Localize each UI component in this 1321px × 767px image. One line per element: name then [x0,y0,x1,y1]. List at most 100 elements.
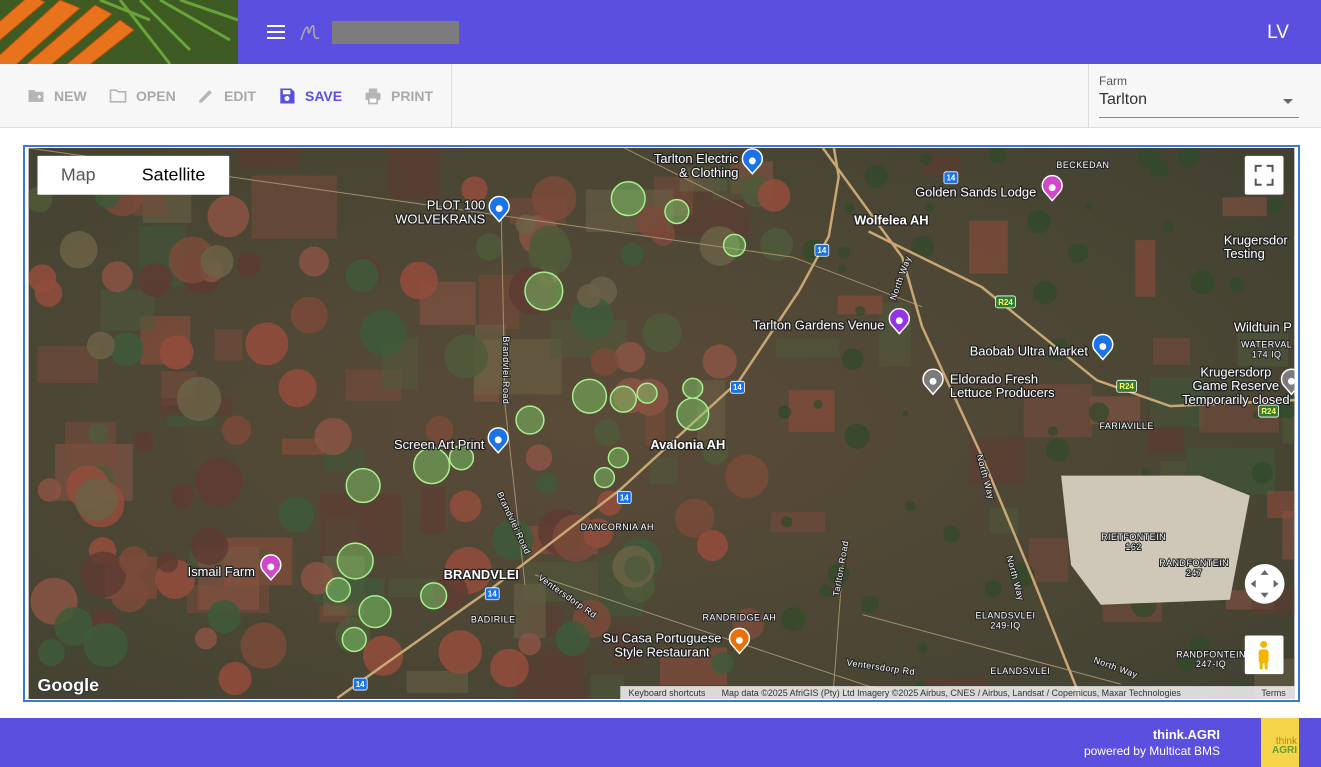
pivot-field [492,518,534,561]
field [1153,337,1191,365]
vegetation [1017,344,1025,353]
route-shield [1116,379,1137,393]
pivot-field [236,253,261,278]
pivot-field [59,230,98,269]
field [611,625,639,665]
pivot-field [438,630,482,674]
pivot-field [88,422,109,444]
map-label: Krugersdorp [1200,364,1271,379]
menu-icon[interactable] [266,22,286,42]
pivot-field [675,498,715,538]
vegetation [837,265,847,274]
map-label: FARIAVILLE [1099,421,1153,431]
pivot-field [195,458,243,506]
pin-icon [748,157,756,165]
pivot-field [176,376,222,422]
pivot-field [577,283,602,308]
map-label: Brandvlei Road [501,336,511,404]
vegetation [827,563,850,585]
vegetation [860,595,879,614]
vegetation [1176,651,1196,672]
open-button[interactable]: OPEN [108,86,176,106]
field [1135,240,1156,297]
place-pin [1280,368,1295,396]
pan-control[interactable] [1244,563,1285,604]
field [1282,511,1295,560]
vegetation [844,423,870,449]
fullscreen-button[interactable] [1244,155,1284,195]
field-overlay [609,385,637,413]
route-shield-label: 14 [733,383,742,392]
pivot-field [425,416,454,444]
user-initials[interactable]: LV [1267,22,1289,43]
map-type-control: Map Satellite [37,155,230,195]
footer-brand: think.AGRI [1152,727,1220,742]
pivot-field [190,527,229,566]
vegetation [813,399,823,409]
field-overlay [610,181,646,217]
print-button[interactable]: PRINT [363,86,433,106]
field-overlay [419,582,448,610]
vegetation [924,202,934,212]
pegman[interactable] [1244,635,1284,675]
farm-select[interactable]: Tarlton [1099,91,1299,118]
map-button[interactable] [37,155,119,195]
field [37,346,99,384]
redacted-name [332,21,459,44]
footer-powered-by: powered by Multicat BMS [1083,744,1220,758]
terms-link[interactable]: Terms [1261,688,1286,698]
map-label: BADIRILE [471,615,516,625]
keyboard-shortcuts[interactable]: Keyboard shortcuts [629,688,706,698]
vegetation [1068,243,1089,264]
pivot-field [597,490,623,516]
vegetation [911,236,934,259]
pivot-field [725,454,769,499]
vegetation [781,516,793,528]
pin-icon [1048,184,1056,192]
new-button[interactable]: NEW [26,86,87,106]
pin-icon [494,436,502,444]
button-label: PRINT [391,88,433,104]
field [1028,537,1068,582]
edit-button[interactable]: EDIT [196,86,256,106]
divider [1088,64,1089,127]
vegetation [844,202,855,213]
route-shield-label: R24 [1261,407,1276,416]
route-shield-label: 14 [488,590,497,599]
pivot-field [74,478,118,522]
field [319,494,402,556]
pivot-field [240,622,287,669]
pivot-field [170,484,194,508]
vegetation [1041,216,1052,226]
vegetation [902,410,909,417]
pivot-field [34,279,63,307]
route-shield-label: 14 [620,493,629,502]
map-label: Tarlton Electric [654,151,739,166]
map-label: Ismail Farm [188,564,255,579]
mine-area [1061,475,1250,605]
satellite-button[interactable] [118,155,230,195]
field-overlay [413,447,451,485]
pivot-field [593,419,621,446]
field [775,338,840,358]
pivot-field [345,258,379,292]
vegetation [984,580,1002,597]
pivot-field [109,332,144,367]
pivot-field [642,313,682,353]
pivot-field [138,263,173,298]
pivot-field [278,369,317,408]
map-label: ELANDSVLEI [990,666,1050,676]
map-label: Krugersdor [1224,232,1288,247]
vegetation [864,164,889,189]
map-label: Golden Sands Lodge [915,185,1036,200]
field [513,583,546,639]
farm-value: Tarlton [1099,91,1148,108]
map-label: Eldorado Fresh [950,371,1038,386]
save-button[interactable]: SAVE [277,86,342,106]
pivot-field [54,607,94,646]
field-overlay [607,447,629,469]
pivot-field [432,574,468,610]
satellite-button-label: Satellite [142,165,206,185]
map[interactable]: Tarlton Electric& Clothing PLOT 100WOLVEK… [23,145,1300,702]
